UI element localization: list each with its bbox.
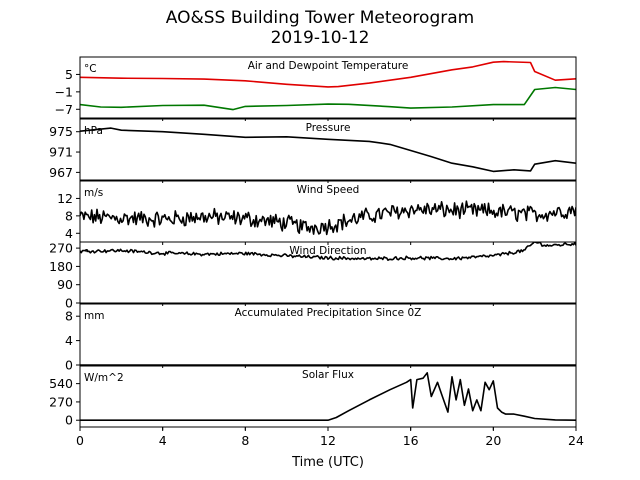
panel-1-title: Air and Dewpoint Temperature	[248, 60, 409, 72]
panel-5: 8 4 0 Accumulated Precipitation Since 0Z mm	[65, 303, 577, 373]
x-axis-tick-label: 24	[568, 433, 584, 448]
panel-2: 975 971 967 Pressure hPa	[49, 118, 577, 183]
panel-3-ytick-label: 12	[57, 191, 73, 206]
panel-3-title: Wind Speed	[297, 184, 360, 196]
panel-6-ytick-label: 270	[49, 394, 73, 409]
panel-1-ytick-label: 5	[65, 67, 73, 82]
panel-4-ytick-label: 180	[49, 259, 73, 274]
panel-2-title: Pressure	[306, 122, 351, 134]
panel-6-ytick-label: 540	[49, 376, 73, 391]
panel-2-ytick-label: 971	[49, 145, 73, 160]
panel-5-ytick-label: 0	[65, 358, 73, 373]
panel-4-ytick-label: 90	[57, 277, 73, 292]
x-axis-label: Time (UTC)	[291, 455, 364, 470]
panel-6-unit-label: W/m^2	[84, 372, 124, 384]
panel-4-ytick-label: 270	[49, 241, 73, 256]
x-axis-tick-label: 8	[241, 433, 249, 448]
figure-title-block: AO&SS Building Tower Meteorogram 2019-10…	[0, 8, 640, 48]
panel-3-ytick-label: 4	[65, 226, 73, 241]
panel-2-ytick-label: 975	[49, 124, 73, 139]
panel-1-series-1-line	[80, 60, 576, 88]
panel-6-series-1-line	[80, 371, 576, 422]
x-axis-tick-label: 20	[485, 433, 501, 448]
panel-6: 540 270 0 Solar Flux W/m^2	[49, 365, 577, 430]
figure-subtitle: 2019-10-12	[270, 28, 370, 48]
panel-2-series-1-line	[80, 127, 576, 173]
panel-1-series-2-line	[80, 86, 576, 111]
panel-1-ytick-label: −1	[55, 84, 73, 99]
panel-4-ytick-label: 0	[65, 296, 73, 311]
panel-4: 270 180 90 0 Wind Direction °	[49, 241, 577, 311]
panel-4-unit-label: °	[84, 248, 89, 260]
panel-4-series-1-line	[80, 242, 576, 262]
x-axis-tick-label: 4	[159, 433, 167, 448]
panel-1-unit-label: °C	[84, 63, 97, 75]
panel-4-title: Wind Direction	[289, 245, 366, 257]
panel-2-ytick-label: 967	[49, 165, 73, 180]
panel-5-title: Accumulated Precipitation Since 0Z	[235, 307, 422, 319]
x-axis-tick-label: 0	[76, 433, 84, 448]
panel-5-ytick-label: 8	[65, 309, 73, 324]
x-axis: 0 4 8 12 16 20 24	[76, 427, 584, 448]
panel-3-ytick-label: 8	[65, 208, 73, 223]
panel-1: 5 −1 −7 Air and Dewpoint Temperature °C	[55, 56, 577, 121]
x-axis-tick-label: 16	[403, 433, 419, 448]
panel-2-unit-label: hPa	[84, 125, 103, 137]
panel-6-title: Solar Flux	[302, 369, 354, 381]
x-axis-tick-label: 12	[320, 433, 336, 448]
panel-5-ytick-label: 4	[65, 333, 73, 348]
panel-3-series-1-line	[80, 200, 576, 236]
panel-3-unit-label: m/s	[84, 187, 103, 199]
panel-6-ytick-label: 0	[65, 413, 73, 428]
panel-5-unit-label: mm	[84, 310, 104, 322]
figure-title: AO&SS Building Tower Meteorogram	[165, 8, 475, 28]
panel-3: 12 8 4 Wind Speed m/s	[57, 180, 577, 245]
panel-1-ytick-label: −7	[55, 102, 73, 117]
